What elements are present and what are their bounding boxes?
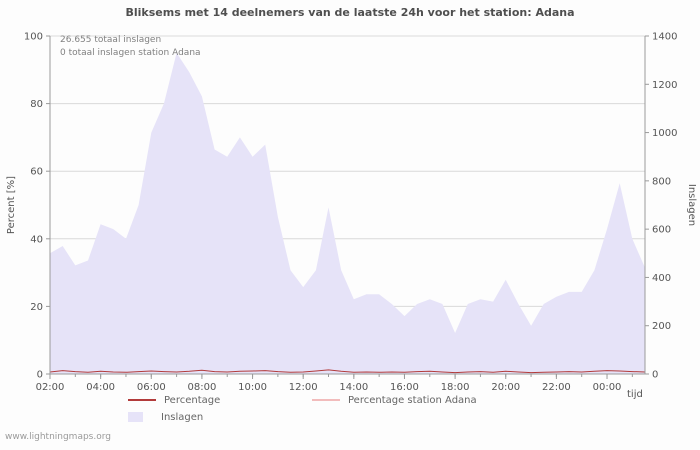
y-left-axis-title: Percent [%]	[6, 176, 17, 234]
y-right-axis-title: Inslagen	[686, 184, 697, 226]
x-axis-title: tijd	[627, 389, 643, 400]
inslagen-area	[50, 52, 645, 375]
legend-item-percentage: Percentage	[128, 395, 220, 406]
x-tick-label: 00:00	[593, 382, 622, 393]
y-right-tick-label: 1000	[652, 128, 677, 139]
legend-label: Percentage	[164, 395, 221, 406]
x-tick-label: 02:00	[36, 382, 65, 393]
station-percentage-line-swatch	[312, 399, 340, 401]
y-left-tick-label: 80	[30, 99, 43, 110]
x-tick-label: 20:00	[491, 382, 520, 393]
y-right-tick-label: 1400	[652, 32, 677, 43]
x-tick-label: 10:00	[238, 382, 267, 393]
x-tick-label: 22:00	[542, 382, 571, 393]
station-total-annotation: 0 totaal inslagen station Adana	[60, 48, 201, 58]
y-right-tick-label: 0	[652, 370, 658, 381]
chart-title: Bliksems met 14 deelnemers van de laatst…	[125, 6, 575, 19]
percentage-line-swatch	[128, 399, 156, 401]
legend-label: Inslagen	[161, 412, 204, 423]
x-tick-label: 04:00	[86, 382, 115, 393]
x-tick-label: 18:00	[441, 382, 470, 393]
y-left-tick-label: 0	[37, 370, 43, 381]
x-tick-label: 06:00	[137, 382, 166, 393]
y-right-tick-label: 1200	[652, 80, 677, 91]
total-strikes-annotation: 26.655 totaal inslagen	[60, 35, 161, 45]
y-left-tick-label: 100	[24, 32, 43, 43]
x-tick-label: 08:00	[188, 382, 217, 393]
y-left-tick-label: 60	[30, 167, 43, 178]
y-left-tick-label: 40	[30, 234, 43, 245]
watermark-link: www.lightningmaps.org	[5, 432, 111, 442]
y-right-tick-label: 800	[652, 176, 671, 187]
x-tick-label: 12:00	[289, 382, 318, 393]
x-tick-label: 16:00	[390, 382, 419, 393]
x-tick-label: 14:00	[339, 382, 368, 393]
inslagen-area-swatch	[128, 412, 143, 422]
legend-item-percentage-station: Percentage station Adana	[312, 395, 477, 406]
y-right-tick-label: 600	[652, 225, 671, 236]
legend-item-inslagen: Inslagen	[128, 412, 203, 423]
legend-label: Percentage station Adana	[348, 395, 477, 406]
percentage-line	[49, 369, 646, 374]
y-right-tick-label: 400	[652, 273, 671, 284]
y-right-tick-label: 200	[652, 321, 671, 332]
y-left-tick-label: 20	[30, 302, 43, 313]
